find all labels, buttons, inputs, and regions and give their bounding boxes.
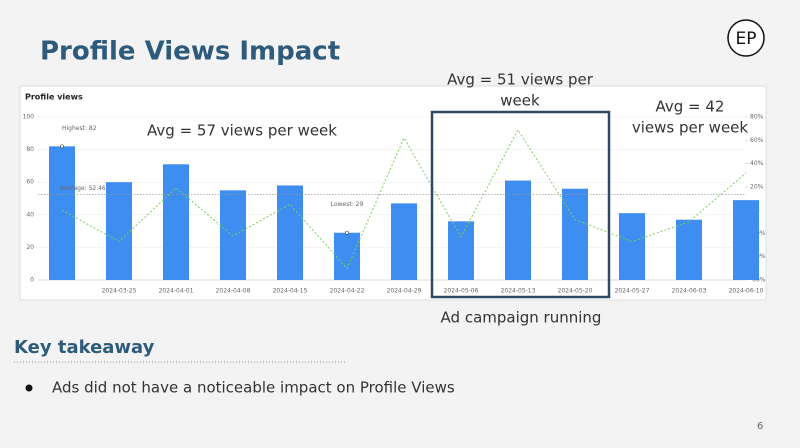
bar <box>676 219 702 280</box>
bar <box>106 182 132 280</box>
bar <box>619 213 645 280</box>
y-tick-label: 40 <box>26 211 34 218</box>
average-label: Average: 52.46 <box>60 185 106 192</box>
average-note: week <box>500 92 540 110</box>
campaign-box <box>430 110 611 299</box>
x-tick-label: 2024-03-25 <box>102 288 137 295</box>
y-tick-label: 20 <box>26 244 34 251</box>
bar <box>448 221 474 280</box>
x-tick-label: 2024-05-27 <box>615 288 650 295</box>
x-tick-label: 2024-04-08 <box>216 288 251 295</box>
average-note: Avg = 51 views per <box>447 71 594 89</box>
bar <box>277 185 303 280</box>
trend-line <box>61 128 747 270</box>
x-tick-label: 2024-05-06 <box>444 288 479 295</box>
average-note: Avg = 42 <box>656 98 725 116</box>
x-tick-label: 2024-04-29 <box>387 288 422 295</box>
bar <box>334 232 360 280</box>
slide-title: Profile Views Impact <box>40 37 340 67</box>
campaign-label: Ad campaign running <box>441 309 602 327</box>
y2-tick-label: 40% <box>750 160 764 167</box>
bar <box>562 188 588 280</box>
highest-dot <box>60 144 64 149</box>
y2-tick-label: 60% <box>750 137 764 144</box>
highest-label: Highest: 82 <box>62 125 97 132</box>
plot: 020406080100-60%-40%-20%0%20%40%60%80%20… <box>23 114 766 295</box>
bar <box>391 203 417 280</box>
y-tick-label: 100 <box>23 114 35 121</box>
y-tick-label: 0 <box>30 277 34 284</box>
lowest-dot <box>345 230 349 235</box>
x-tick-label: 2024-04-22 <box>330 288 365 295</box>
x-tick-label: 2024-04-15 <box>273 288 308 295</box>
x-tick-label: 2024-05-20 <box>558 288 593 295</box>
x-tick-label: 2024-04-01 <box>159 288 194 295</box>
bullet: Ads did not have a noticeable impact on … <box>52 379 455 397</box>
bar <box>733 200 759 280</box>
takeaway-heading: Key takeaway <box>14 337 155 358</box>
x-tick-label: 2024-06-03 <box>672 288 707 295</box>
logo-text: EP <box>736 29 757 49</box>
bar <box>163 164 189 280</box>
average-note: views per week <box>632 119 749 137</box>
y2-tick-label: 20% <box>750 183 764 190</box>
bar <box>49 146 75 280</box>
y-tick-label: 80 <box>26 146 34 153</box>
x-tick-label: 2024-06-10 <box>729 288 764 295</box>
y-tick-label: 60 <box>26 179 34 186</box>
logo <box>727 19 765 57</box>
x-tick-label: 2024-05-13 <box>501 288 536 295</box>
bullet-dot <box>25 384 33 392</box>
lowest-label: Lowest: 29 <box>331 201 364 208</box>
chart-title: Profile views <box>25 93 83 102</box>
page-number: 6 <box>757 421 763 432</box>
y2-tick-label: 80% <box>750 114 764 121</box>
bar <box>505 180 531 280</box>
average-note: Avg = 57 views per week <box>147 122 337 140</box>
